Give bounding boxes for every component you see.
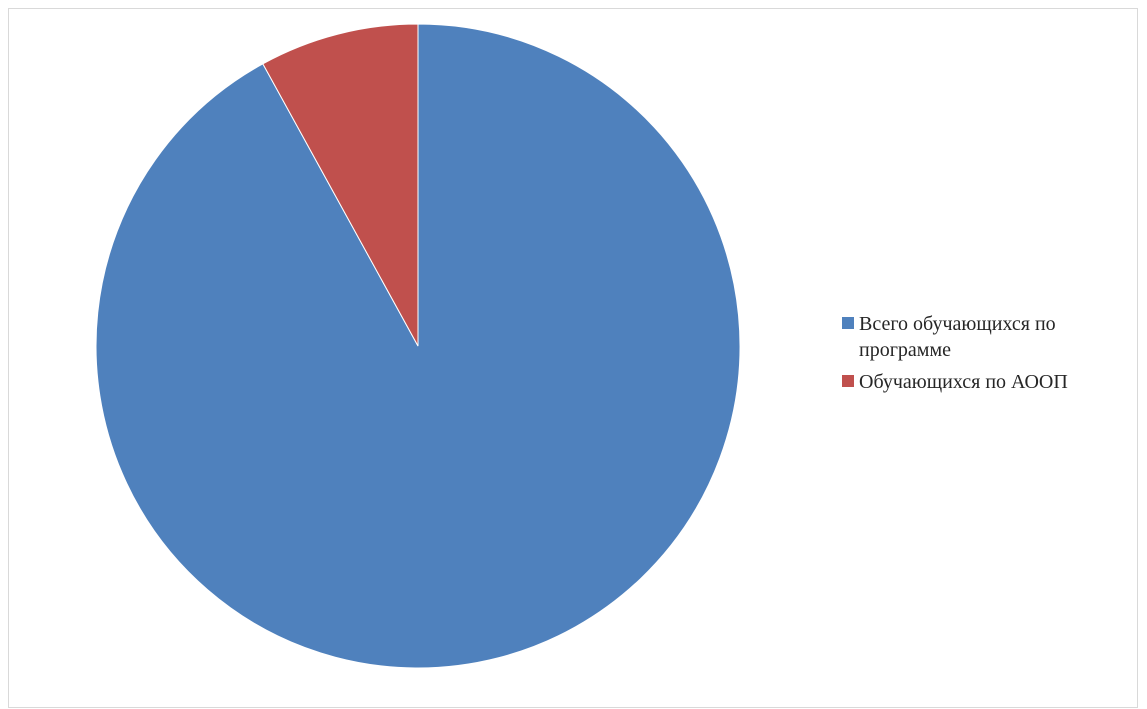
legend-swatch-total xyxy=(842,317,854,329)
pie-slices xyxy=(95,23,741,669)
legend-item-total: Всего обучающихся по программе xyxy=(842,311,1142,363)
legend: Всего обучающихся по программе Обучающих… xyxy=(842,311,1142,401)
chart-frame: Всего обучающихся по программе Обучающих… xyxy=(8,8,1138,708)
legend-item-aoop: Обучающихся по АООП xyxy=(842,369,1142,395)
legend-label-total: Всего обучающихся по программе xyxy=(859,313,1056,361)
pie-slice-aoop xyxy=(262,23,419,347)
pie-chart xyxy=(95,23,741,669)
legend-label-aoop: Обучающихся по АООП xyxy=(859,371,1068,393)
legend-swatch-aoop xyxy=(842,375,854,387)
